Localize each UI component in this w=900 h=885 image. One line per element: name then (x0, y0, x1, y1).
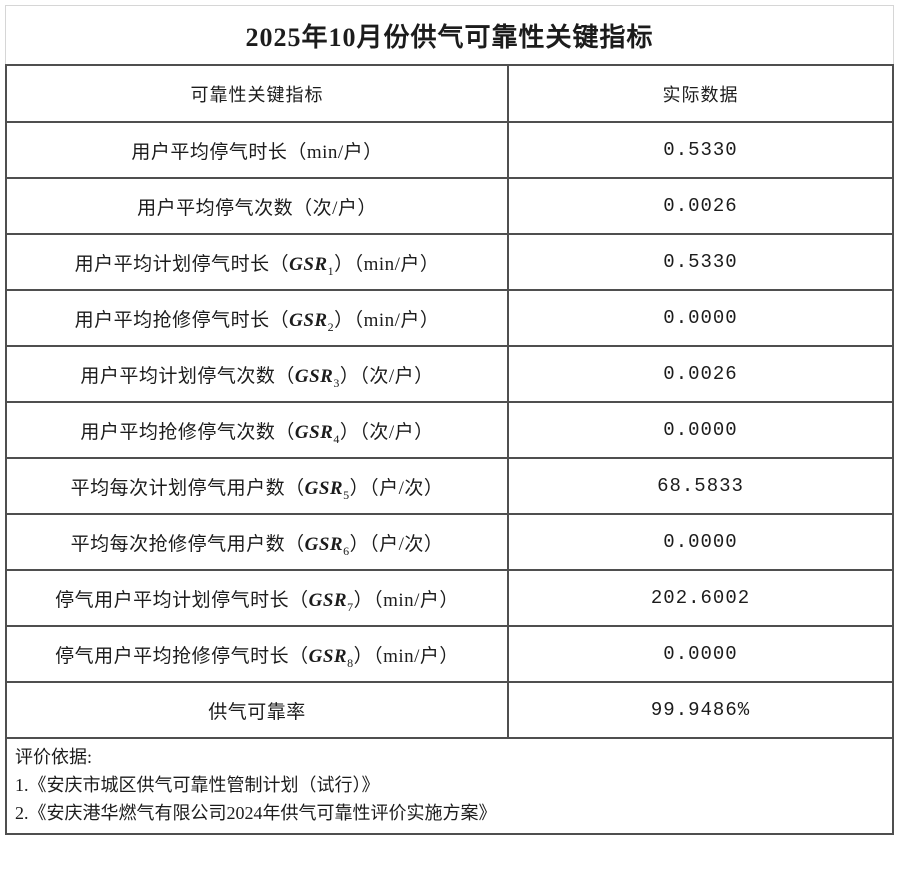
footer-heading: 评价依据: (15, 747, 93, 767)
page-title: 2025年10月份供气可靠性关键指标 (245, 22, 654, 52)
label-text: 停气用户平均计划停气时长（ (55, 589, 309, 611)
label-text: 停气用户平均抢修停气时长（ (55, 645, 309, 667)
indicator-value: 68.5833 (507, 457, 894, 515)
label-text: ）（min/户） (353, 589, 459, 611)
indicator-value: 99.9486% (507, 681, 894, 739)
table-row: 停气用户平均抢修停气时长（GSR8）（min/户） 0.0000 (4, 625, 894, 683)
label-text: ）（min/户） (353, 645, 459, 667)
table-row: 停气用户平均计划停气时长（GSR7）（min/户） 202.6002 (4, 569, 894, 627)
column-header-indicator: 可靠性关键指标 (4, 64, 510, 123)
indicator-value: 202.6002 (507, 569, 894, 627)
indicator-label: 用户平均计划停气时长（GSR1）（min/户） (4, 233, 510, 291)
table-row: 用户平均计划停气次数（GSR3）（次/户） 0.0026 (4, 345, 894, 403)
table-row: 平均每次抢修停气用户数（GSR6）（户/次） 0.0000 (4, 513, 894, 571)
gsr-symbol: GSR (294, 365, 334, 387)
gsr-subscript: 6 (343, 543, 350, 558)
column-header-value: 实际数据 (507, 64, 894, 123)
footer-item: 2.《安庆港华燃气有限公司2024年供气可靠性评价实施方案》 (15, 803, 497, 823)
label-text: 用户平均停气时长（min/户） (131, 141, 383, 163)
label-text: 用户平均计划停气时长（ (74, 253, 290, 275)
label-text: 用户平均抢修停气时长（ (74, 309, 290, 331)
label-text: ）（户/次） (349, 477, 444, 499)
indicator-label: 停气用户平均抢修停气时长（GSR8）（min/户） (4, 625, 510, 683)
label-text: 平均每次抢修停气用户数（ (70, 533, 305, 555)
table-row: 用户平均抢修停气次数（GSR4）（次/户） 0.0000 (4, 401, 894, 459)
indicator-value: 0.0000 (507, 401, 894, 459)
label-text: ）（min/户） (334, 309, 440, 331)
table-row: 供气可靠率 99.9486% (4, 681, 894, 739)
label-text: ）（次/户） (339, 421, 434, 443)
label-text: 用户平均计划停气次数（ (80, 365, 295, 387)
table-row: 用户平均抢修停气时长（GSR2）（min/户） 0.0000 (4, 289, 894, 347)
gsr-symbol: GSR (304, 533, 344, 555)
table-header-row: 可靠性关键指标 实际数据 (4, 64, 894, 123)
label-text: 用户平均停气次数（次/户） (137, 197, 377, 219)
indicator-label: 用户平均计划停气次数（GSR3）（次/户） (4, 345, 510, 403)
gsr-symbol: GSR (308, 589, 348, 611)
gsr-subscript: 8 (347, 655, 354, 670)
indicator-label: 平均每次抢修停气用户数（GSR6）（户/次） (4, 513, 510, 571)
indicator-label: 用户平均停气次数（次/户） (4, 177, 510, 235)
indicator-value: 0.0000 (507, 513, 894, 571)
indicator-value: 0.0000 (507, 625, 894, 683)
footer-note: 评价依据: 1.《安庆市城区供气可靠性管制计划（试行）》 2.《安庆港华燃气有限… (5, 739, 894, 835)
gsr-subscript: 4 (333, 431, 340, 446)
gsr-subscript: 7 (347, 599, 354, 614)
table-row: 用户平均停气时长（min/户） 0.5330 (4, 121, 894, 179)
label-text: ）（min/户） (334, 253, 440, 275)
table-row: 用户平均停气次数（次/户） 0.0026 (4, 177, 894, 235)
gsr-symbol: GSR (289, 309, 328, 331)
document-inner: 2025年10月份供气可靠性关键指标 可靠性关键指标 实际数据 用户平均停气时长… (4, 5, 894, 835)
indicators-table: 可靠性关键指标 实际数据 用户平均停气时长（min/户） 0.5330 用户平均… (4, 64, 894, 739)
gsr-subscript: 2 (327, 319, 335, 334)
gsr-symbol: GSR (289, 253, 328, 275)
gsr-subscript: 3 (333, 375, 340, 390)
indicator-value: 0.5330 (507, 233, 894, 291)
indicator-value: 0.0026 (507, 345, 894, 403)
table-row: 用户平均计划停气时长（GSR1）（min/户） 0.5330 (4, 233, 894, 291)
label-text: 供气可靠率 (208, 701, 306, 723)
table-row: 平均每次计划停气用户数（GSR5）（户/次） 68.5833 (4, 457, 894, 515)
gsr-symbol: GSR (304, 477, 344, 499)
indicator-label: 用户平均抢修停气次数（GSR4）（次/户） (4, 401, 510, 459)
gsr-symbol: GSR (308, 645, 348, 667)
label-text: 平均每次计划停气用户数（ (70, 477, 305, 499)
indicator-value: 0.0000 (507, 289, 894, 347)
indicator-label: 供气可靠率 (4, 681, 510, 739)
indicator-value: 0.0026 (507, 177, 894, 235)
label-text: ）（次/户） (339, 365, 434, 387)
title-box: 2025年10月份供气可靠性关键指标 (5, 5, 894, 64)
indicator-label: 平均每次计划停气用户数（GSR5）（户/次） (4, 457, 510, 515)
footer-item: 1.《安庆市城区供气可靠性管制计划（试行）》 (15, 775, 380, 795)
indicator-label: 停气用户平均计划停气时长（GSR7）（min/户） (4, 569, 510, 627)
gsr-subscript: 5 (343, 487, 350, 502)
label-text: ）（户/次） (349, 533, 444, 555)
gsr-symbol: GSR (294, 421, 334, 443)
gsr-subscript: 1 (327, 263, 335, 278)
indicator-value: 0.5330 (507, 121, 894, 179)
indicator-label: 用户平均停气时长（min/户） (4, 121, 510, 179)
indicator-label: 用户平均抢修停气时长（GSR2）（min/户） (4, 289, 510, 347)
label-text: 用户平均抢修停气次数（ (80, 421, 295, 443)
